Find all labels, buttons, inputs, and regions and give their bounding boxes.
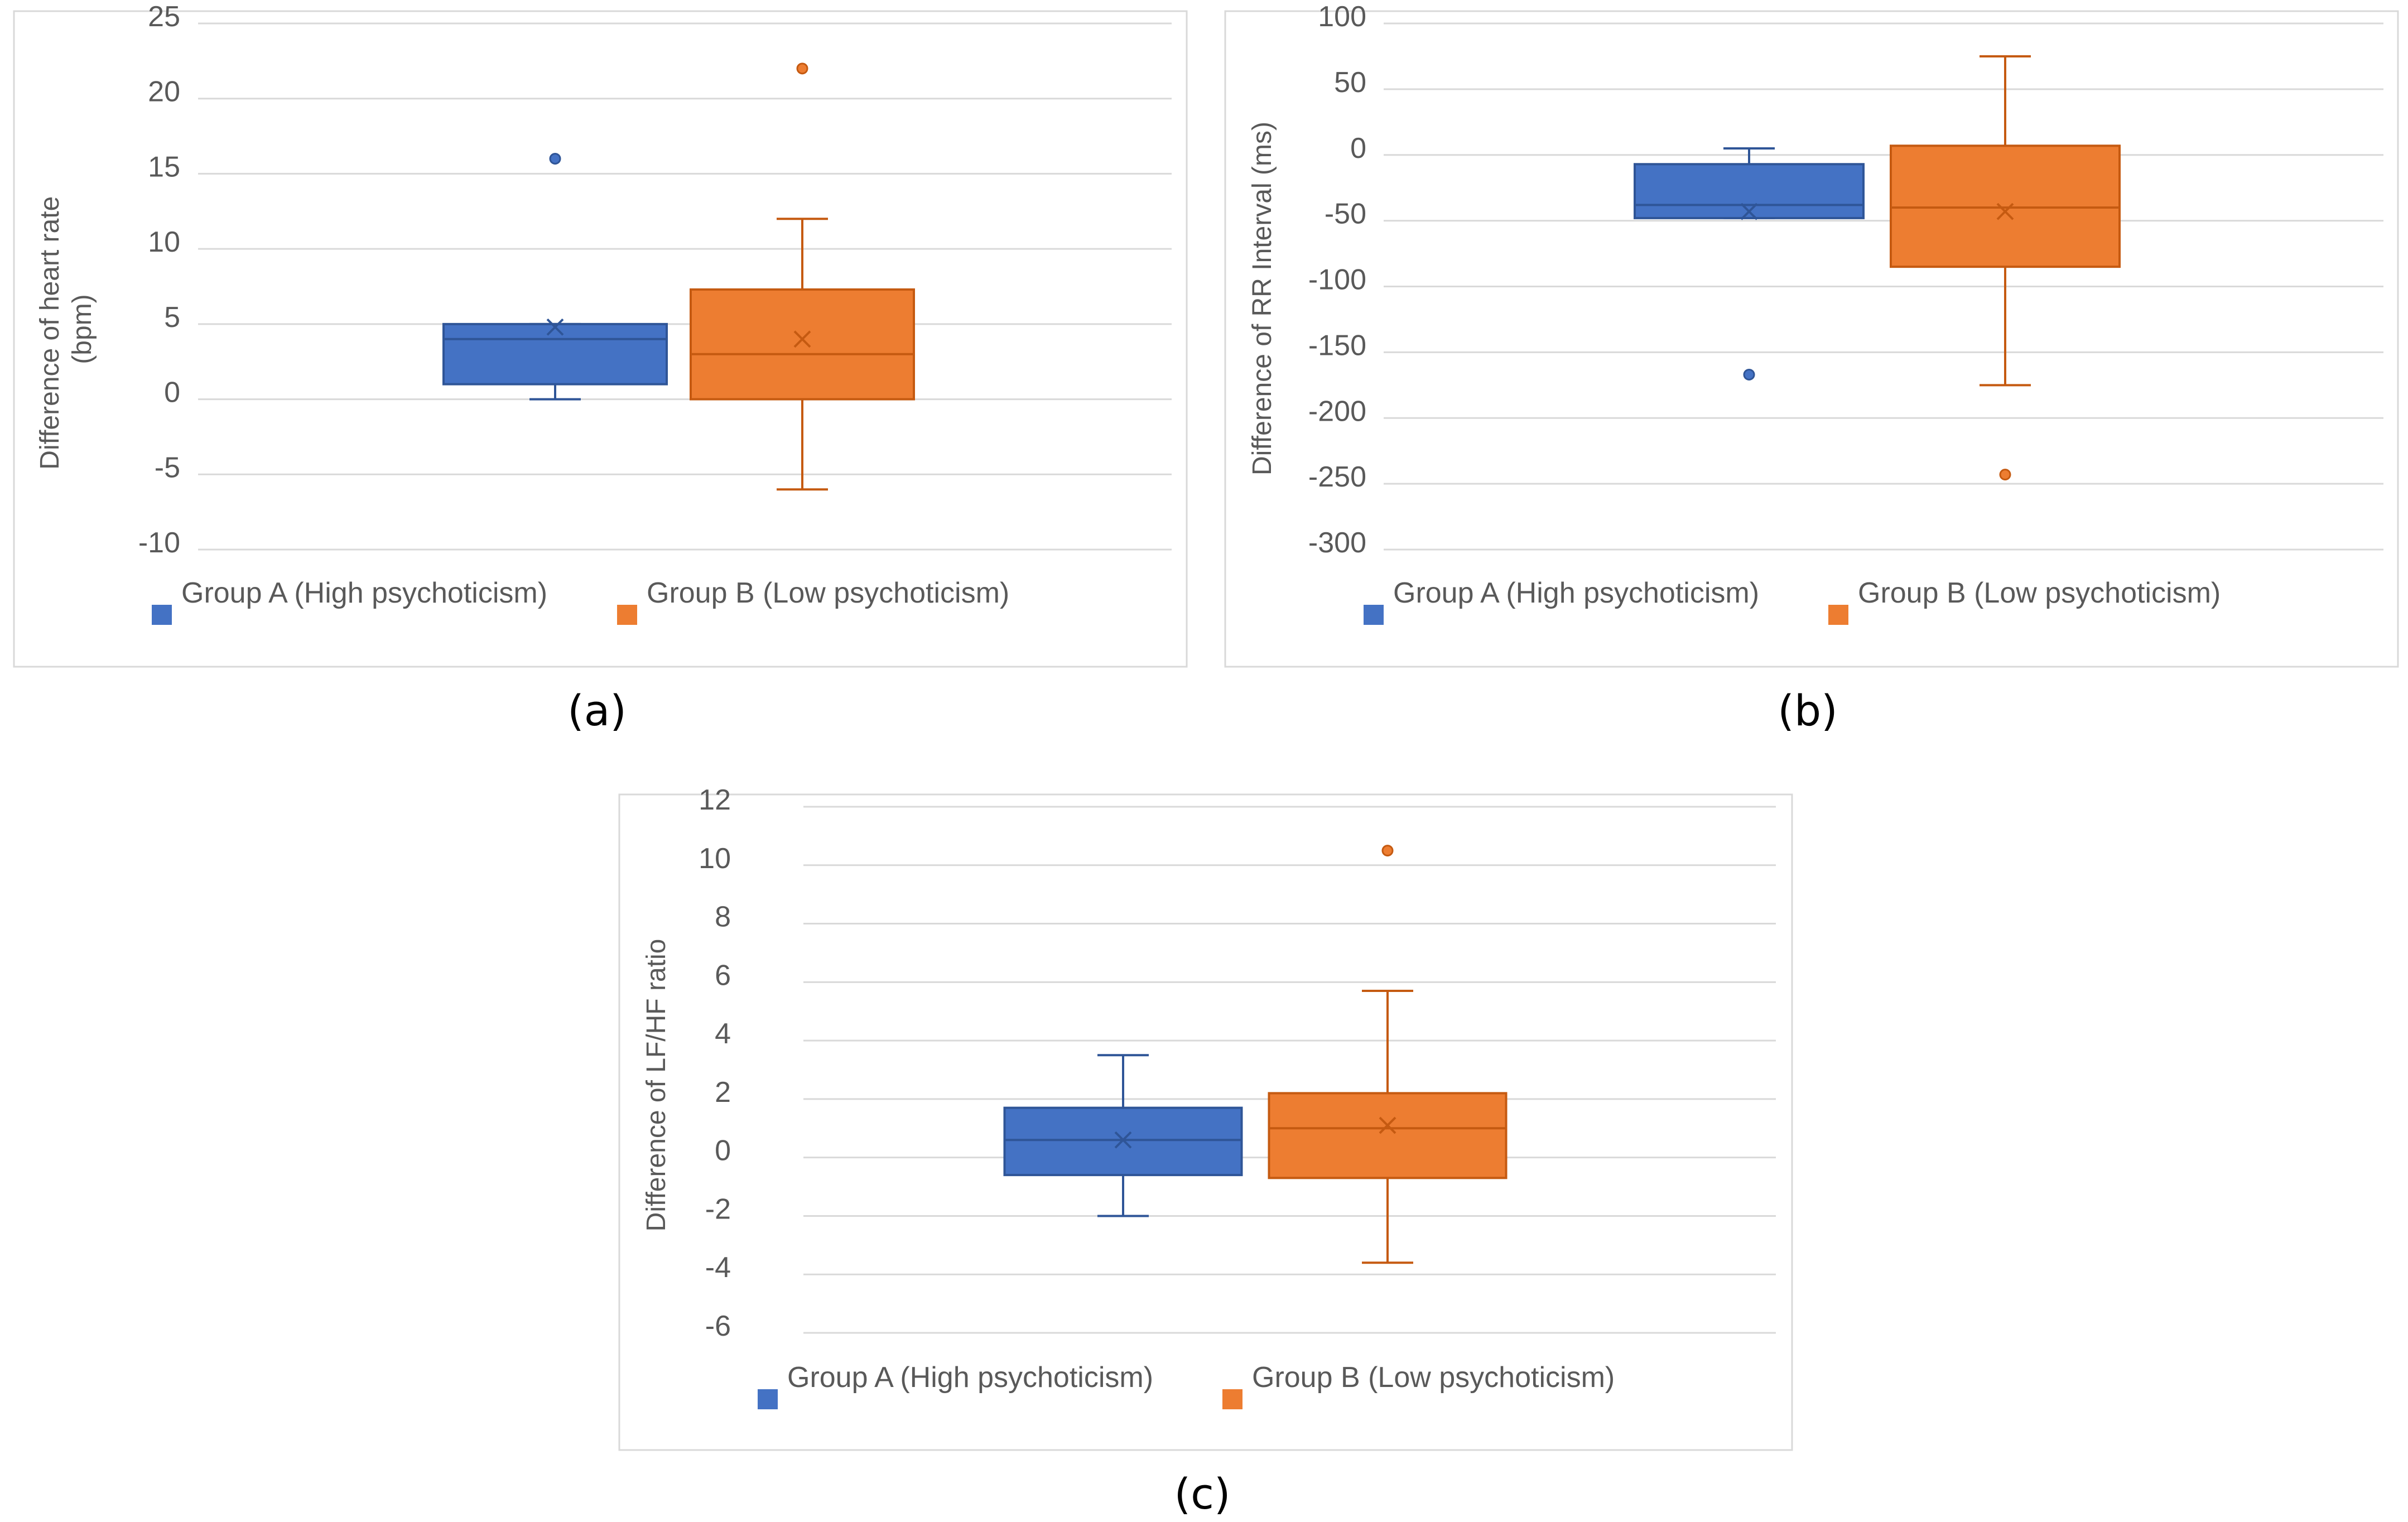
panel-b-legend-label-group-a: Group A (High psychoticism) (1393, 577, 1759, 609)
panel-a-legend: Group A (High psychoticism) Group B (Low… (152, 577, 1009, 625)
panel-a-y-tick-labels: 25 20 15 10 5 0 -5 -10 (138, 1, 180, 559)
box-iqr (1634, 163, 1865, 219)
panel-b-caption: (b) (1778, 686, 1838, 735)
mean-marker (1740, 203, 1758, 220)
box-iqr (1890, 145, 2121, 268)
panel-c-y-axis-label: Difference of LF/HF ratio (642, 939, 671, 1232)
panel-c-box-group-a (1003, 1054, 1243, 1217)
panel-a-y-tick-label: 0 (164, 377, 180, 409)
panel-c-y-tick-label: 10 (699, 842, 731, 875)
mean-marker (1114, 1131, 1132, 1149)
panel-c-boxes (1003, 845, 1508, 1264)
panel-c-y-axis-label-line-1: Difference of LF/HF ratio (642, 939, 671, 1232)
panel-c-y-tick-label: 2 (715, 1076, 731, 1109)
panel-b-legend-swatch-group-b (1828, 605, 1848, 625)
panel-c-legend: Group A (High psychoticism) Group B (Low… (758, 1361, 1615, 1409)
panel-a-boxes (442, 62, 915, 491)
panel-c-y-tick-label: 12 (699, 784, 731, 816)
panel-c-caption: (c) (1174, 1469, 1230, 1519)
panel-a-box-group-a (442, 152, 668, 401)
panel-b-y-tick-label: 0 (1350, 132, 1366, 165)
outlier-point (549, 152, 561, 165)
panel-b-y-tick-label: -250 (1308, 461, 1366, 493)
panel-a-y-tick-label: 15 (148, 151, 180, 183)
box-iqr (690, 288, 915, 401)
panel-c-box-group-b (1268, 845, 1508, 1264)
panel-b-y-axis-label-line-1: Difference of RR Interval (ms) (1248, 122, 1277, 475)
mean-marker (1996, 203, 2014, 220)
panel-a-box-group-b (690, 62, 915, 491)
panel-c-legend-label-group-b: Group B (Low psychoticism) (1252, 1361, 1615, 1394)
panel-b: 100 50 0 -50 -100 -150 -200 -250 -300 Difference… (1224, 1, 2399, 735)
panel-c-legend-swatch-group-a (758, 1389, 778, 1409)
panel-b-y-tick-label: -300 (1308, 527, 1366, 559)
panel-a-y-tick-label: -5 (155, 451, 180, 484)
panel-b-y-tick-label: -50 (1325, 198, 1366, 230)
mean-marker (1379, 1116, 1396, 1134)
panel-a-y-tick-label: 20 (148, 76, 180, 108)
panel-a-y-tick-label: 25 (148, 1, 180, 33)
panel-a-gridlines (198, 22, 1172, 551)
panel-a-y-axis-label-line-2: (bpm) (68, 294, 97, 364)
panel-b-y-tick-label: -200 (1308, 395, 1366, 427)
panel-b-legend-swatch-group-a (1364, 605, 1384, 625)
panel-b-y-tick-labels: 100 50 0 -50 -100 -150 -200 -250 -300 (1308, 1, 1366, 559)
panel-b-box-group-b (1890, 55, 2121, 481)
panel-a-legend-label-group-a: Group A (High psychoticism) (181, 577, 547, 609)
panel-a-legend-label-group-b: Group B (Low psychoticism) (647, 577, 1009, 609)
panel-b-y-tick-label: 50 (1334, 66, 1366, 99)
mean-marker (546, 318, 564, 336)
panel-a-legend-swatch-group-b (617, 605, 637, 625)
panel-a-y-tick-label: 10 (148, 226, 180, 258)
panel-c-y-tick-label: -6 (705, 1310, 731, 1342)
panel-c-y-tick-label: 8 (715, 901, 731, 933)
panel-c-y-tick-labels: 12 10 8 6 4 2 0 -2 -4 -6 (699, 784, 731, 1342)
panel-b-legend: Group A (High psychoticism) Group B (Low… (1364, 577, 2221, 625)
panel-b-gridlines (1384, 22, 2383, 551)
outlier-point (796, 62, 808, 75)
panel-a-y-tick-label: 5 (164, 301, 180, 334)
panel-b-boxes (1634, 55, 2121, 481)
panel-b-legend-label-group-b: Group B (Low psychoticism) (1858, 577, 2221, 609)
panel-a-y-axis-label: Difference of heart rate (bpm) (35, 189, 97, 469)
outlier-point (1999, 469, 2011, 481)
panel-c-y-tick-label: -2 (705, 1193, 731, 1225)
panel-a-caption: (a) (567, 686, 627, 735)
panel-b-frame (1224, 10, 2399, 668)
outlier-point (1743, 368, 1755, 380)
panel-c-y-tick-label: 6 (715, 959, 731, 991)
panel-a-y-tick-label: -10 (138, 527, 180, 559)
panel-a-legend-swatch-group-a (152, 605, 172, 625)
panel-c: 12 10 8 6 4 2 0 -2 -4 -6 Difference of LF/HF rati… (618, 784, 1793, 1519)
panel-a: 25 20 15 10 5 0 -5 -10 Difference of heart rate… (13, 1, 1188, 735)
panel-c-y-tick-label: 0 (715, 1135, 731, 1167)
panel-b-y-tick-label: 100 (1318, 1, 1366, 33)
panel-b-box-group-a (1634, 147, 1865, 380)
panel-c-legend-label-group-a: Group A (High psychoticism) (787, 1361, 1153, 1394)
panel-b-y-axis-label: Difference of RR Interval (ms) (1248, 122, 1277, 475)
panel-b-y-tick-label: -100 (1308, 264, 1366, 296)
mean-marker (793, 330, 811, 348)
panel-c-y-tick-label: 4 (715, 1018, 731, 1050)
panel-c-legend-swatch-group-b (1222, 1389, 1242, 1409)
panel-b-y-tick-label: -150 (1308, 329, 1366, 362)
box-iqr (1268, 1092, 1508, 1179)
box-iqr (442, 322, 668, 386)
panel-a-y-axis-label-line-1: Difference of heart rate (35, 196, 65, 470)
outlier-point (1381, 845, 1394, 857)
panel-c-y-tick-label: -4 (705, 1251, 731, 1284)
